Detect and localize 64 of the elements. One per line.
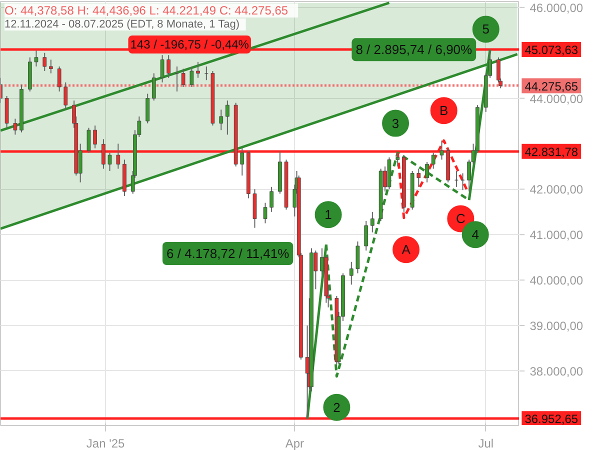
- candlestick: [349, 261, 354, 286]
- annotation: 1: [324, 207, 332, 222]
- annotation: A: [402, 242, 411, 258]
- annotation: 5: [482, 22, 490, 37]
- candlestick: [416, 168, 421, 188]
- x-tick-label: Jul: [478, 436, 494, 450]
- candlestick: [364, 220, 368, 252]
- candlestick: [425, 161, 429, 183]
- candlestick: [34, 50, 38, 67]
- candlestick: [86, 127, 91, 154]
- chart-title: O: 44,378,58 H: 44,436,96 L: 44.221,49 C: 44.275,65: [4, 4, 288, 18]
- candlestick: [49, 59, 53, 74]
- candlestick: [146, 93, 150, 124]
- y-tick-label: 38.000,00: [530, 364, 584, 378]
- y-tick-label: 46.000,00: [530, 0, 584, 15]
- annotation: 6 / 4.178,72 / 11,41%: [166, 246, 290, 261]
- ref-line-label: 42.831,78: [524, 144, 578, 159]
- candlestick: [160, 54, 164, 83]
- candlestick: [226, 100, 230, 136]
- candlestick: [431, 152, 436, 170]
- annotation: 2: [333, 400, 340, 415]
- candlestick: [270, 186, 274, 212]
- y-tick-label: 41.000,00: [530, 228, 584, 242]
- candlestick: [42, 52, 47, 72]
- candlestick: [166, 54, 171, 78]
- point: [472, 16, 500, 43]
- point: [323, 394, 350, 421]
- candlestick: [116, 143, 120, 170]
- candlestick: [108, 152, 112, 172]
- ref-line-label: 45.073,63: [524, 43, 578, 58]
- y-tick-label: 39.000,00: [530, 319, 584, 334]
- point: [314, 201, 342, 228]
- candlestick: [181, 68, 186, 88]
- annotation: C: [456, 211, 466, 226]
- ref-line-label: 36.952,65: [524, 412, 578, 426]
- x-tick-label: Jan '25: [86, 436, 126, 450]
- candlestick: [196, 61, 200, 78]
- point: [382, 110, 410, 137]
- candlestick: [263, 202, 268, 224]
- y-tick-label: 40.000,00: [530, 274, 584, 288]
- candlestick: [240, 148, 244, 176]
- annotation: 143 / -196,75 / -0,44%: [130, 38, 250, 52]
- candlestick: [219, 109, 224, 131]
- annotation: 4: [472, 227, 479, 242]
- annotation: 8 / 2.895,74 / 6,90%: [356, 42, 473, 58]
- y-tick-label: 44.000,00: [530, 92, 584, 106]
- y-tick-label: 42.000,00: [530, 182, 584, 197]
- point: [430, 97, 458, 124]
- candlestick: [440, 140, 444, 160]
- candlestick: [13, 118, 18, 136]
- annotation: B: [440, 103, 448, 118]
- ref-line-label: 44.275,65: [524, 79, 578, 94]
- candlestick: [57, 66, 62, 92]
- candlestick: [93, 125, 97, 149]
- candlestick: [370, 211, 374, 233]
- candlestick: [152, 72, 156, 102]
- x-tick-label: Apr: [285, 436, 304, 450]
- candlestick: [396, 152, 400, 167]
- annotation: 3: [392, 116, 400, 131]
- candlestick: [102, 138, 106, 170]
- text: 12.11.2024 - 08.07.2025 (EDT, 8 Monate, 1 Tag): [4, 18, 240, 30]
- candlestick: [64, 82, 68, 110]
- candlestick: [356, 240, 360, 274]
- candlestick: [190, 66, 194, 88]
